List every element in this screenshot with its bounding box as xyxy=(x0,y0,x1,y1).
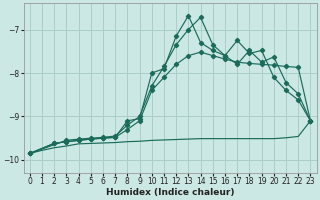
X-axis label: Humidex (Indice chaleur): Humidex (Indice chaleur) xyxy=(106,188,234,197)
